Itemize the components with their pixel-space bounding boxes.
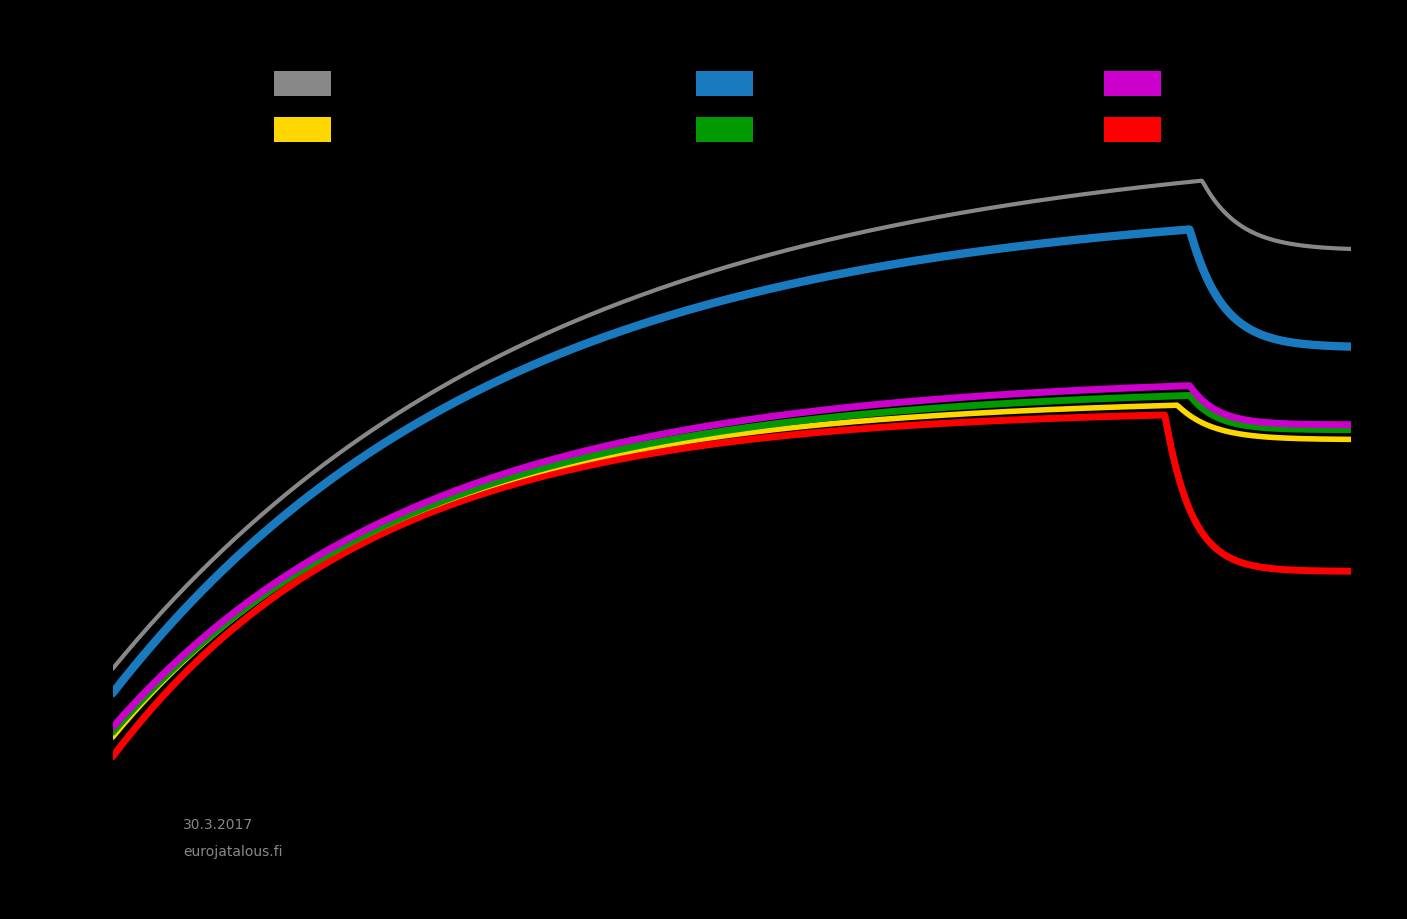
Text: eurojatalous.fi: eurojatalous.fi	[183, 845, 283, 859]
Text: 30.3.2017: 30.3.2017	[183, 818, 253, 832]
